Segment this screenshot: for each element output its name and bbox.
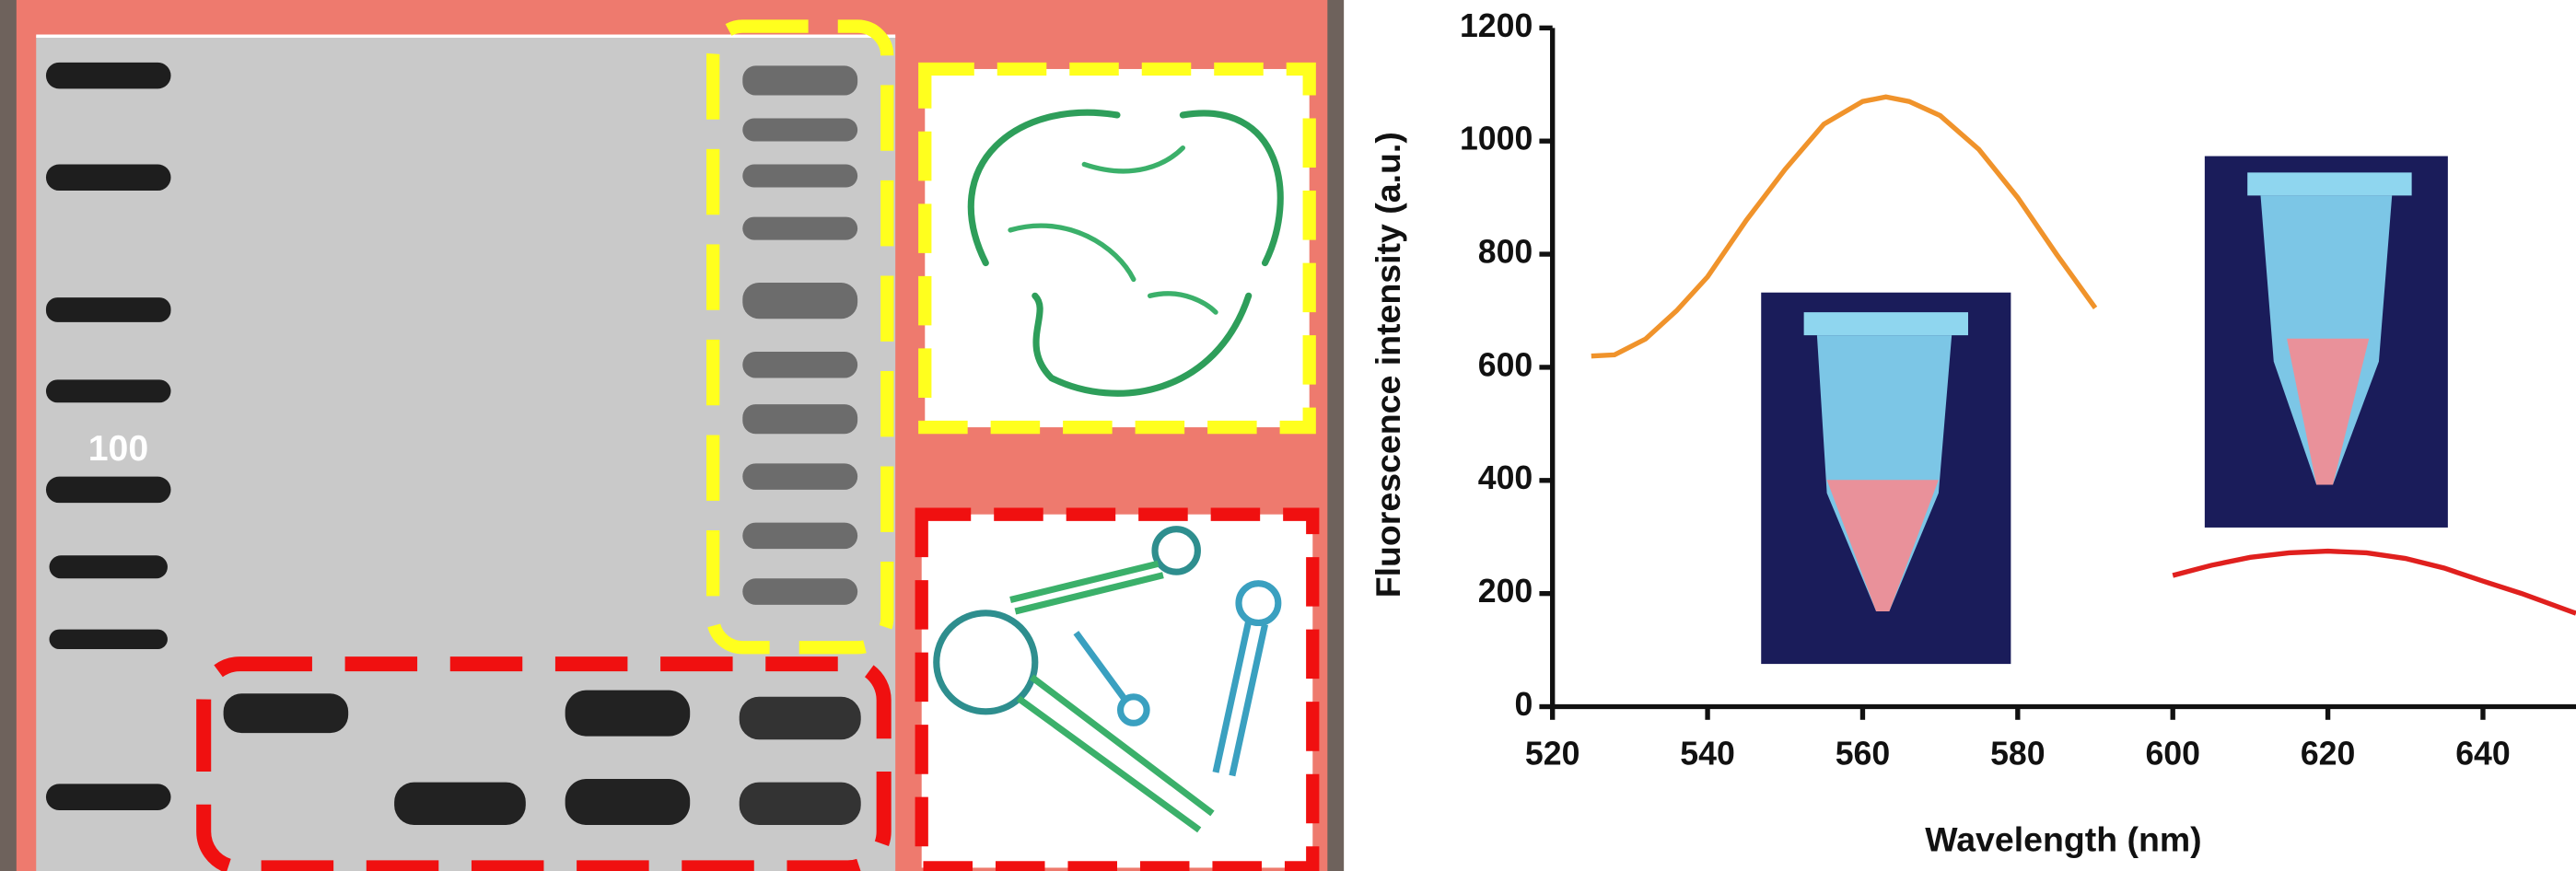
x-tick-label: 520 (1525, 735, 1580, 772)
y-tick-label: 800 (1478, 233, 1533, 270)
page: {"gel": {"ladder_label": "100"}, "chart_… (0, 0, 2576, 871)
y-tick-label: 0 (1514, 686, 1533, 723)
x-tick-label: 600 (2145, 735, 2200, 772)
tube-photo-right (2205, 157, 2448, 528)
ladder-label: 100 (88, 428, 148, 469)
y-tick-label: 400 (1478, 459, 1533, 496)
series-line (2173, 552, 2576, 614)
y-axis-title: Fluorescence intensity (a.u.) (1369, 132, 1407, 598)
x-tick-label: 540 (1680, 735, 1735, 772)
x-tick-label: 640 (2455, 735, 2511, 772)
x-axis-title: Wavelength (nm) (1925, 820, 2201, 859)
x-tick-label: 580 (1990, 735, 2046, 772)
tube-photo-left (1761, 293, 2011, 664)
gel (36, 36, 895, 871)
x-tick-label: 620 (2301, 735, 2356, 772)
y-tick-label: 1000 (1460, 121, 1533, 157)
y-tick-label: 200 (1478, 573, 1533, 610)
y-tick-label: 1200 (1460, 7, 1533, 44)
figure: 100 Wavelength (nm) Fluorescence intensi… (0, 0, 2576, 871)
y-tick-label: 600 (1478, 346, 1533, 383)
x-tick-label: 560 (1836, 735, 1891, 772)
